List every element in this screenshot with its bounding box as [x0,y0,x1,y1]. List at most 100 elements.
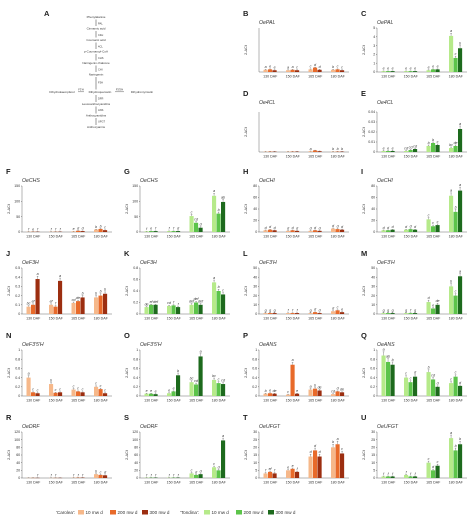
significance-label: b [95,470,97,474]
bar [390,476,395,478]
significance-label: cd [72,298,77,302]
significance-label: e [392,67,394,71]
legend-carolea-label: 'Carolea': [56,510,75,515]
bar [58,280,63,314]
x-tick-label: 165 DAF [308,317,323,321]
bar [71,231,76,232]
significance-label: ab [386,355,390,359]
significance-label: cd [194,217,199,221]
legend-tondina-label: 'Tondina': [180,510,199,515]
y-tick-label: 0.4 [370,376,375,380]
bar [272,230,277,232]
bar [404,229,409,232]
y-tick-label: 40 [371,275,375,279]
bar [198,227,203,232]
significance-label: d [310,226,313,230]
x-tick-label: 150 DAF [286,481,301,485]
bar [313,312,318,314]
pathway-node: Anthocyanidins [86,114,107,118]
bar [194,302,199,314]
legend-swatch [236,510,242,515]
bar [453,450,458,478]
y-tick-label: 20 [253,446,257,450]
y-tick-label: 50 [253,266,257,270]
bar [221,440,226,478]
significance-label: c [455,290,457,294]
bar [268,313,273,314]
significance-label: d [269,225,272,229]
bar [390,229,395,232]
bar [404,313,409,314]
pathway-enzyme: DFR [98,97,103,101]
bar [431,143,436,152]
x-tick-label: 150 DAF [404,317,419,321]
bar [449,195,454,232]
bar [268,229,273,232]
bar [212,282,217,314]
pathway-enzyme: CHI [98,67,103,71]
pathway-enzyme: ANS [98,108,104,112]
y-axis-label: 2-ΔCt [125,203,129,214]
significance-label: c [95,382,97,386]
significance-label: g [265,309,267,313]
bar [453,57,458,72]
y-tick-label: 40 [253,275,257,279]
bar [431,226,436,232]
significance-label: b [104,288,106,292]
y-axis-label: 2-ΔCt [7,367,11,378]
significance-label: c [337,65,339,69]
y-axis-label: 2-ΔCt [244,126,248,137]
y-axis-label: 2-ΔCt [362,285,366,296]
significance-label: b [450,279,452,283]
x-tick-label: 180 DAF [212,399,227,403]
bar [431,308,436,314]
significance-label: e [269,389,271,393]
x-tick-label: 150 DAF [286,155,301,159]
x-tick-label: 130 DAF [381,481,396,485]
y-tick-label: 0.6 [133,367,138,371]
significance-label: d [287,226,290,230]
y-tick-label: 0 [136,230,138,234]
bar [335,310,340,314]
legend-swatch [268,510,274,515]
significance-label: f [37,227,39,231]
x-tick-label: 165 DAF [189,317,204,321]
y-tick-label: 0 [18,230,20,234]
x-tick-label: 130 DAF [144,481,159,485]
bar [263,230,268,232]
bar [71,302,76,314]
significance-label: d [414,225,417,229]
y-tick-label: 40 [253,207,257,211]
bar [317,456,322,478]
significance-label: e [414,67,416,71]
significance-label: def [194,297,200,301]
bar [103,293,108,314]
x-tick-label: 150 DAF [49,317,64,321]
y-tick-label: 10 [253,461,257,465]
bar [331,394,336,396]
x-tick-label: 180 DAF [212,481,227,485]
bar [153,394,158,396]
y-tick-label: 5 [373,26,375,30]
y-axis-label: 2-ΔCt [125,285,129,296]
significance-label: c [437,460,439,464]
y-tick-label: 20 [253,294,257,298]
x-tick-label: 130 DAF [144,235,159,239]
y-tick-label: 1 [136,348,138,352]
bar [404,151,409,152]
bar [317,390,322,396]
pathway-node: Coumaric acid [86,38,106,42]
significance-label: ab [221,195,225,199]
significance-label: d [177,227,180,231]
legend-item: 10 mw d [212,510,230,515]
significance-label: b [459,41,461,45]
y-tick-label: 60 [253,196,257,200]
significance-label: b [332,147,334,151]
significance-label: d [414,371,417,375]
y-tick-label: 20 [16,469,20,473]
y-tick-label: 0 [18,312,20,316]
significance-label: c [55,388,57,392]
bar [76,230,81,232]
x-tick-label: 150 DAF [49,235,64,239]
significance-label: f [55,302,57,306]
